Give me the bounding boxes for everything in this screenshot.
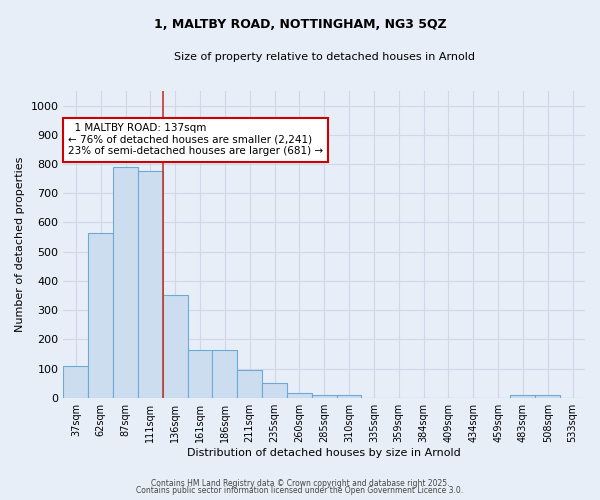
Bar — [113, 167, 138, 398]
Bar — [535, 396, 560, 398]
Y-axis label: Number of detached properties: Number of detached properties — [15, 156, 25, 332]
Bar — [188, 350, 212, 398]
Text: Contains HM Land Registry data © Crown copyright and database right 2025.: Contains HM Land Registry data © Crown c… — [151, 478, 449, 488]
Bar — [337, 396, 361, 398]
Text: Contains public sector information licensed under the Open Government Licence 3.: Contains public sector information licen… — [136, 486, 464, 495]
Bar — [138, 172, 163, 398]
Bar — [511, 396, 535, 398]
Bar — [163, 296, 188, 398]
Bar — [237, 370, 262, 398]
Bar — [212, 350, 237, 398]
Bar — [312, 395, 337, 398]
Bar — [88, 232, 113, 398]
X-axis label: Distribution of detached houses by size in Arnold: Distribution of detached houses by size … — [187, 448, 461, 458]
Title: Size of property relative to detached houses in Arnold: Size of property relative to detached ho… — [174, 52, 475, 62]
Bar — [287, 394, 312, 398]
Text: 1, MALTBY ROAD, NOTTINGHAM, NG3 5QZ: 1, MALTBY ROAD, NOTTINGHAM, NG3 5QZ — [154, 18, 446, 30]
Bar — [262, 383, 287, 398]
Bar — [64, 366, 88, 398]
Text: 1 MALTBY ROAD: 137sqm
← 76% of detached houses are smaller (2,241)
23% of semi-d: 1 MALTBY ROAD: 137sqm ← 76% of detached … — [68, 123, 323, 156]
